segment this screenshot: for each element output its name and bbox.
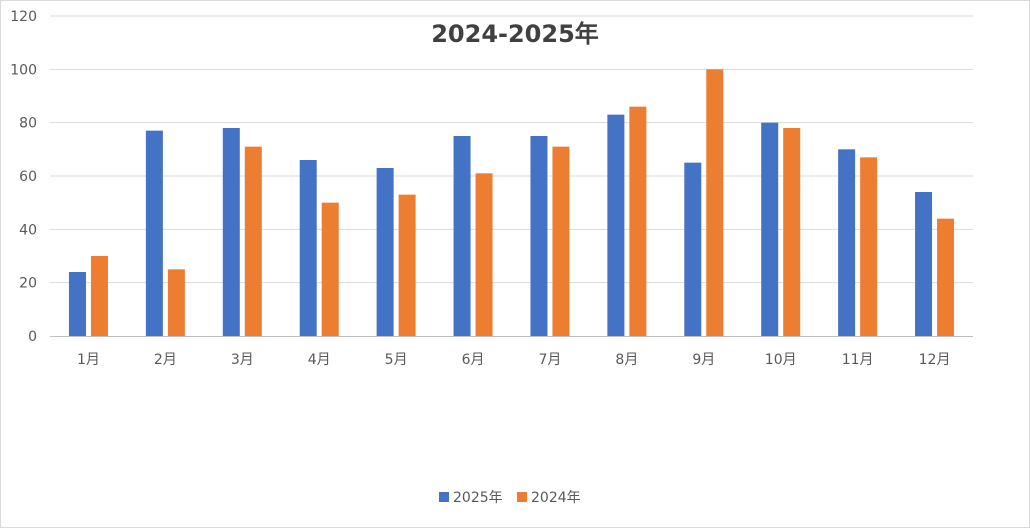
x-tick-label: 12月 xyxy=(919,352,951,368)
bar-series-2 xyxy=(167,269,185,336)
x-tick-label: 10月 xyxy=(765,352,797,368)
x-tick-label: 9月 xyxy=(692,352,715,368)
y-tick-label: 60 xyxy=(19,169,37,185)
y-tick-label: 0 xyxy=(28,329,37,345)
bar-series-2 xyxy=(475,173,493,336)
legend-label: 2024年 xyxy=(531,490,581,506)
bar-series-1 xyxy=(299,160,317,336)
bar-series-1 xyxy=(68,272,86,336)
legend-swatch xyxy=(439,492,449,502)
bars xyxy=(68,69,955,337)
x-tick-label: 5月 xyxy=(385,352,408,368)
bar-series-2 xyxy=(860,157,878,336)
y-tick-label: 20 xyxy=(19,276,37,292)
bar-series-1 xyxy=(684,162,702,336)
x-tick-label: 4月 xyxy=(308,352,331,368)
gridlines xyxy=(50,15,973,284)
chart-title: 2024-2025年 xyxy=(431,20,599,48)
x-tick-label: 6月 xyxy=(462,352,485,368)
bar-series-2 xyxy=(321,202,339,336)
bar-series-1 xyxy=(376,168,394,336)
bar-series-2 xyxy=(706,69,724,336)
bar-series-1 xyxy=(453,136,471,336)
y-tick-label: 80 xyxy=(19,116,37,132)
bar-series-1 xyxy=(915,192,933,336)
x-tick-label: 7月 xyxy=(538,352,561,368)
y-tick-label: 100 xyxy=(10,62,37,78)
bar-series-1 xyxy=(761,122,779,337)
bar-series-2 xyxy=(244,146,262,336)
bar-series-1 xyxy=(145,130,163,336)
bar-series-2 xyxy=(783,128,801,336)
bar-series-1 xyxy=(607,114,625,337)
legend-label: 2025年 xyxy=(453,490,503,506)
legend: 2025年 2024年 xyxy=(439,490,581,506)
x-tick-label: 2月 xyxy=(154,352,177,368)
bar-series-1 xyxy=(838,149,856,336)
x-axis-ticks: 1月 2月 3月 4月 5月 6月 7月 8月 9月 10月 11月 12月 xyxy=(77,352,950,368)
bar-series-2 xyxy=(937,218,955,336)
y-axis-ticks: 0 20 40 60 80 100 120 xyxy=(10,9,37,345)
bar-series-2 xyxy=(552,146,570,336)
bar-series-1 xyxy=(530,136,548,336)
bar-series-2 xyxy=(629,106,647,337)
bar-series-2 xyxy=(90,256,108,336)
x-tick-label: 3月 xyxy=(231,352,254,368)
y-tick-label: 40 xyxy=(19,222,37,238)
bar-series-2 xyxy=(398,194,416,336)
legend-swatch xyxy=(517,492,527,502)
y-tick-label: 120 xyxy=(10,9,37,25)
x-tick-label: 8月 xyxy=(615,352,638,368)
x-tick-label: 11月 xyxy=(842,352,874,368)
x-tick-label: 1月 xyxy=(77,352,100,368)
bar-series-1 xyxy=(222,128,240,336)
